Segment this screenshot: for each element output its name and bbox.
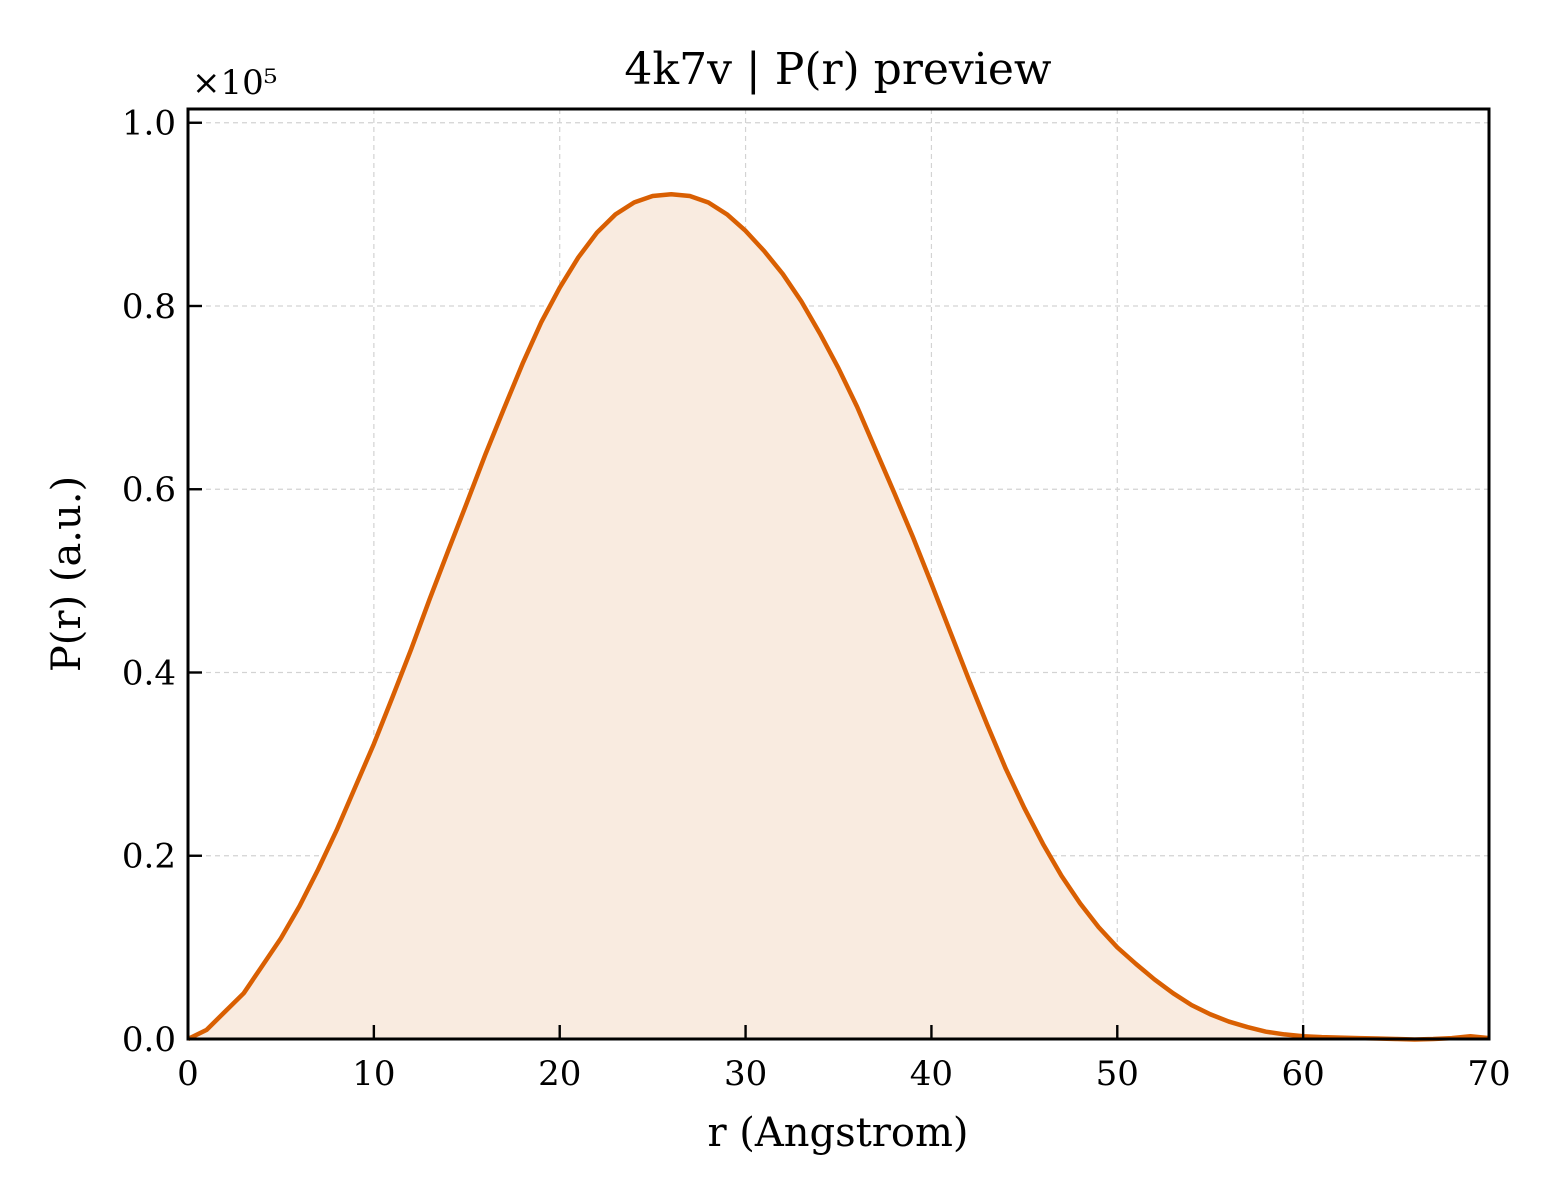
plot-frame (186, 107, 1491, 1041)
area-fill (188, 194, 1489, 1040)
x-tick-label: 10 (352, 1054, 395, 1094)
x-tick-label: 0 (177, 1054, 199, 1094)
y-axis-label: P(r) (a.u.) (44, 476, 90, 672)
y-tick-label: 0.2 (122, 837, 176, 877)
x-tick-label: 20 (538, 1054, 581, 1094)
x-tick-label: 70 (1467, 1054, 1510, 1094)
series-line (187, 191, 1490, 1042)
y-offset-label: ×10⁵ (192, 63, 277, 103)
y-tick-label: 0.0 (122, 1020, 176, 1060)
chart-title: 4k7v | P(r) preview (624, 44, 1051, 95)
x-tick-label: 60 (1282, 1054, 1325, 1094)
ticks: 0 10 20 30 40 50 60 70 0.0 0.2 0.4 0.6 0.8 1.0 (122, 104, 1511, 1094)
x-axis-label: r (Angstrom) (707, 1110, 968, 1156)
y-tick-label: 0.8 (122, 287, 176, 327)
y-tick-label: 0.4 (122, 653, 176, 693)
x-tick-label: 50 (1096, 1054, 1139, 1094)
x-tick-label: 30 (724, 1054, 767, 1094)
y-tick-label: 1.0 (122, 104, 176, 144)
y-tick-label: 0.6 (122, 470, 176, 510)
x-tick-label: 40 (910, 1054, 953, 1094)
